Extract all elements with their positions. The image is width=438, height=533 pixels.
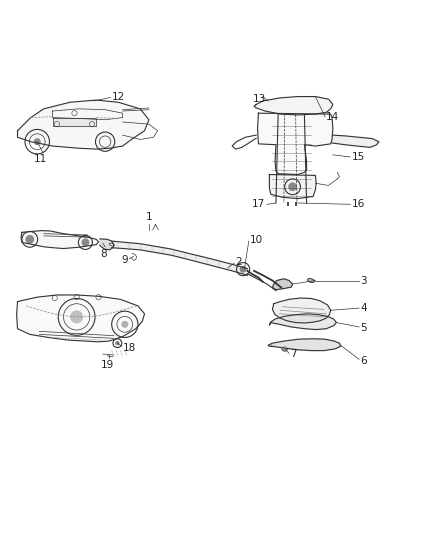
Text: 15: 15	[352, 152, 365, 162]
Text: 1: 1	[145, 212, 152, 222]
Text: 3: 3	[360, 276, 367, 286]
Text: 14: 14	[326, 112, 339, 122]
Text: 5: 5	[360, 323, 367, 333]
Text: 10: 10	[250, 235, 263, 245]
Polygon shape	[17, 295, 145, 342]
Text: 6: 6	[360, 356, 367, 366]
Text: 18: 18	[123, 343, 136, 352]
Text: 7: 7	[290, 349, 297, 359]
Text: 13: 13	[253, 94, 266, 104]
Polygon shape	[258, 113, 333, 174]
Text: 12: 12	[112, 92, 125, 102]
Polygon shape	[254, 96, 333, 115]
Circle shape	[70, 310, 83, 324]
Circle shape	[121, 321, 128, 328]
Circle shape	[34, 138, 41, 145]
Polygon shape	[272, 279, 293, 290]
Polygon shape	[21, 231, 99, 248]
Text: 4: 4	[360, 303, 367, 313]
Circle shape	[25, 235, 34, 244]
Polygon shape	[53, 118, 96, 126]
Text: 16: 16	[352, 199, 365, 209]
Ellipse shape	[307, 279, 314, 282]
Text: 11: 11	[34, 154, 47, 164]
Polygon shape	[269, 314, 336, 329]
Circle shape	[288, 182, 297, 191]
Polygon shape	[332, 135, 379, 147]
Polygon shape	[18, 100, 149, 149]
Polygon shape	[272, 298, 331, 323]
Circle shape	[81, 238, 89, 246]
Polygon shape	[100, 239, 114, 250]
Text: 17: 17	[252, 199, 265, 209]
Text: 19: 19	[101, 360, 114, 370]
Circle shape	[240, 265, 247, 273]
Circle shape	[115, 341, 120, 345]
Text: 2: 2	[236, 257, 242, 267]
Polygon shape	[269, 174, 316, 199]
Polygon shape	[268, 339, 341, 351]
Text: 9: 9	[122, 255, 128, 265]
Text: 8: 8	[100, 248, 107, 259]
Ellipse shape	[282, 346, 287, 351]
Polygon shape	[112, 241, 247, 275]
